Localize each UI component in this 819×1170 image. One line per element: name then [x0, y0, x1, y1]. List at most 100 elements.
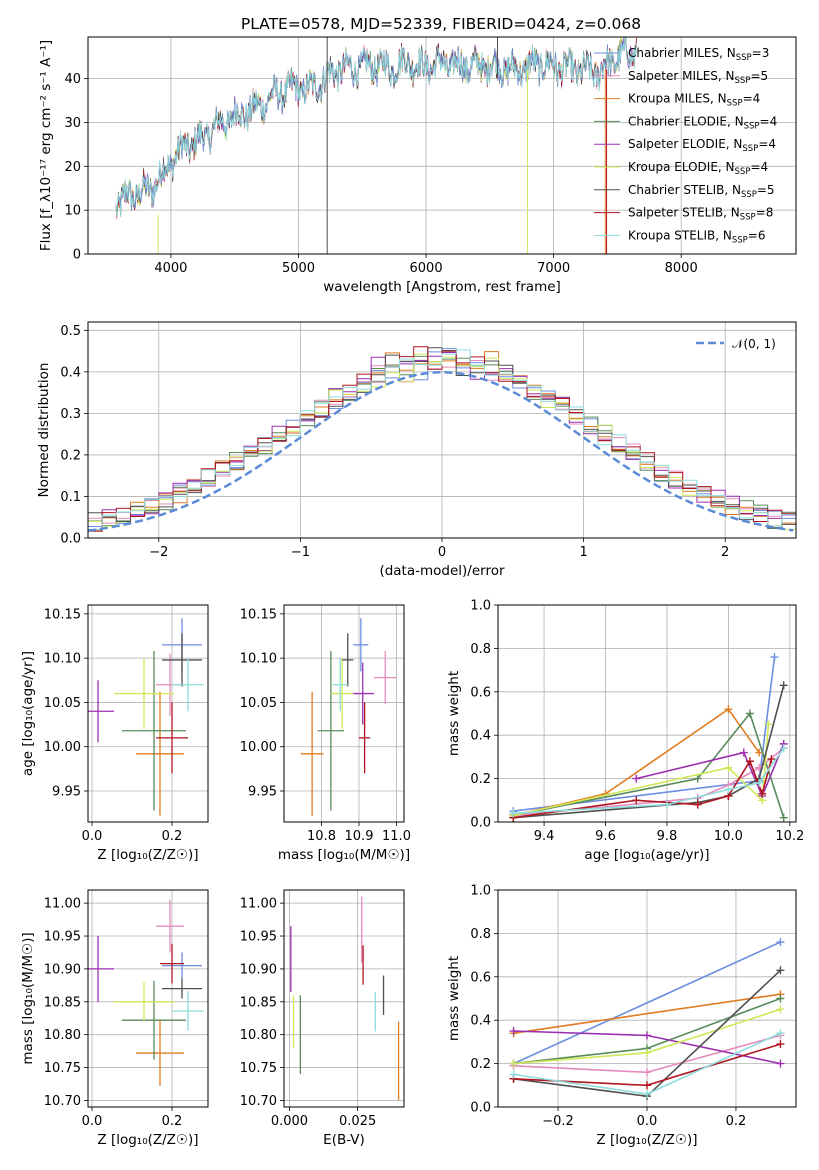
weight-marker	[776, 938, 785, 947]
weight-line-kroupa-miles	[513, 993, 781, 1034]
x-axis-label: Z [log₁₀(Z/Z☉)]	[97, 847, 198, 863]
residuals-frame	[87, 321, 797, 539]
x-tick-label: 1	[579, 545, 587, 560]
y-tick-label: 0.2	[470, 772, 491, 787]
weight-marker	[739, 748, 748, 757]
weight-marker	[632, 796, 641, 805]
weight-marker	[758, 789, 767, 798]
x-tick-label: 11.0	[382, 829, 411, 844]
weight-marker	[776, 1040, 785, 1049]
x-tick-label: 2	[721, 545, 729, 560]
y-tick-label: 0.4	[470, 729, 491, 744]
x-tick-label: 10.8	[307, 829, 336, 844]
x-axis-label: Z [log₁₀(Z/Z☉)]	[97, 1132, 198, 1148]
y-tick-label: 10.05	[240, 696, 277, 711]
weight-marker	[776, 1029, 785, 1038]
y-tick-label: 10.70	[240, 1094, 277, 1109]
weight-line-kroupa-elodie	[513, 724, 770, 817]
weight-marker	[745, 757, 754, 766]
x-tick-label: 9.6	[595, 829, 616, 844]
grid-mass-vs-EBV	[284, 890, 404, 1107]
x-tick-label: 4000	[154, 261, 187, 276]
y-tick-label: 0.0	[470, 816, 491, 831]
spectrum-kroupa-stelib	[115, 37, 637, 217]
legend-label: Kroupa ELODIE, NSSP=4	[628, 160, 768, 177]
y-tick-label: 10.95	[240, 930, 277, 945]
x-tick-label: 7000	[537, 261, 570, 276]
y-tick-label: 10.15	[240, 607, 277, 622]
legend-label: Chabrier STELIB, NSSP=5	[628, 183, 775, 200]
y-tick-label: 0.5	[60, 324, 81, 339]
weight-marker	[770, 653, 779, 662]
y-tick-label: 0.6	[470, 970, 491, 985]
y-tick-label: 0.4	[470, 1014, 491, 1029]
y-axis-label: mass weight	[446, 956, 462, 1041]
x-tick-label: 0.000	[271, 1114, 308, 1129]
weight-marker	[724, 785, 733, 794]
y-tick-label: 0.0	[60, 532, 81, 547]
legend-label: Chabrier ELODIE, NSSP=4	[628, 114, 777, 131]
y-tick-label: 40	[64, 72, 81, 87]
y-tick-label: 10.90	[44, 962, 81, 977]
y-axis-label: Normed distribution	[36, 363, 52, 498]
histogram-kroupa-stelib	[88, 349, 796, 531]
y-tick-label: 0.3	[60, 407, 81, 422]
weight-marker	[643, 1048, 651, 1057]
y-tick-label: 10.00	[44, 740, 81, 755]
histogram-series	[88, 346, 796, 534]
errorbars-mass-vs-EBV	[290, 896, 400, 1101]
y-tick-label: 0.8	[470, 927, 491, 942]
spectrum-legend: Chabrier MILES, NSSP=3 Salpeter MILES, NS…	[594, 46, 777, 245]
y-tick-label: 10.75	[44, 1061, 81, 1076]
y-tick-label: 10	[64, 204, 81, 219]
figure-title: PLATE=0578, MJD=52339, FIBERID=0424, z=0…	[241, 15, 641, 33]
y-tick-label: 10.75	[240, 1061, 277, 1076]
legend-label: Salpeter MILES, NSSP=5	[628, 69, 768, 86]
x-tick-label: 0.025	[339, 1114, 376, 1129]
x-tick-label: 5000	[282, 261, 315, 276]
y-tick-label: 0.2	[60, 448, 81, 463]
y-axis-label: age [log₁₀(age/yr)]	[20, 651, 36, 776]
legend-label: Kroupa MILES, NSSP=4	[628, 92, 760, 109]
y-tick-label: 10.00	[240, 740, 277, 755]
x-tick-label: −0.2	[542, 1114, 574, 1129]
weight-marker	[779, 744, 788, 753]
weight-marker	[776, 994, 785, 1003]
y-tick-label: 10.85	[44, 995, 81, 1010]
y-tick-label: 0.6	[470, 685, 491, 700]
y-tick-label: 1.0	[470, 599, 491, 614]
y-tick-label: 10.10	[240, 652, 277, 667]
spectrum-frame	[87, 36, 797, 255]
y-axis-label: mass weight	[446, 671, 462, 756]
frame-age-vs-mass	[283, 604, 405, 823]
y-tick-label: 10.90	[240, 962, 277, 977]
weight-marker	[509, 809, 518, 818]
y-tick-label: 11.00	[240, 897, 277, 912]
y-tick-label: 1.0	[470, 884, 491, 899]
y-tick-label: 9.95	[52, 785, 81, 800]
weight-marker	[776, 1005, 785, 1014]
y-tick-label: 10.80	[240, 1028, 277, 1043]
x-axis-label: wavelength [Angstrom, rest frame]	[323, 279, 561, 295]
y-tick-label: 10.95	[44, 930, 81, 945]
x-tick-label: 9.8	[657, 829, 678, 844]
y-tick-label: 10.15	[44, 607, 81, 622]
weight-marker	[509, 1027, 518, 1036]
y-axis-label: mass [log₁₀(M/M☉)]	[20, 932, 36, 1064]
grid-age-vs-mass	[284, 605, 404, 822]
weight-marker	[745, 709, 754, 718]
x-tick-label: 10.2	[775, 829, 804, 844]
x-tick-label: 6000	[410, 261, 443, 276]
frame-mass-vs-Z	[87, 889, 209, 1108]
weight-marker	[755, 778, 764, 787]
x-axis-label: Z [log₁₀(Z/Z☉)]	[596, 1132, 697, 1148]
lines-weight-vs-age	[509, 653, 788, 822]
x-axis-label: (data-model)/error	[379, 563, 505, 579]
legend-label: 𝒩(0, 1)	[732, 337, 776, 351]
axes-age-vs-mass: 10.8 10.9 11.0 9.95 10.00 10.05 10.10 10.15	[240, 605, 411, 844]
errorbars-age-vs-mass	[300, 618, 397, 816]
weight-marker	[724, 763, 733, 772]
x-tick-label: 0.0	[637, 1114, 658, 1129]
weight-marker	[509, 1070, 518, 1079]
